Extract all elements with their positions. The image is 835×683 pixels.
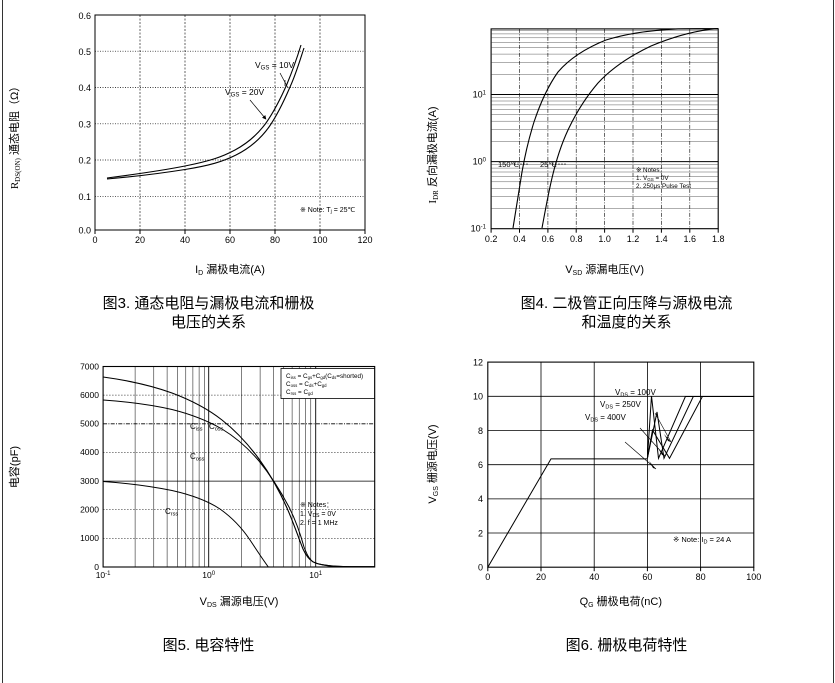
svg-text:8: 8 [478, 426, 483, 436]
svg-text:VGS = 20V: VGS = 20V [225, 87, 264, 99]
svg-text:1. VGS = 0V: 1. VGS = 0V [636, 175, 669, 182]
svg-text:101: 101 [309, 570, 322, 580]
svg-text:0: 0 [485, 572, 490, 582]
svg-text:60: 60 [642, 572, 652, 582]
svg-text:40: 40 [180, 235, 190, 245]
svg-text:VSD 源漏电压(V): VSD 源漏电压(V) [565, 262, 644, 277]
svg-text:RDS(ON) 通态电阻（Ω）: RDS(ON) 通态电阻（Ω） [8, 81, 22, 189]
svg-text:100: 100 [473, 157, 487, 167]
svg-text:1000: 1000 [80, 533, 99, 543]
svg-text:12: 12 [473, 357, 483, 367]
svg-text:※ Notes：: ※ Notes： [636, 167, 666, 174]
svg-text:6: 6 [478, 460, 483, 470]
svg-text:0: 0 [478, 563, 483, 573]
svg-text:120: 120 [357, 235, 372, 245]
svg-text:※ Notes：: ※ Notes： [300, 502, 333, 509]
svg-text:1.8: 1.8 [712, 234, 725, 244]
svg-text:VGS 栅源电压(V): VGS 栅源电压(V) [425, 424, 440, 503]
svg-text:VDS = 400V: VDS = 400V [585, 413, 626, 424]
svg-text:ID 漏极电流(A): ID 漏极电流(A) [195, 262, 265, 277]
svg-text:4000: 4000 [80, 447, 99, 457]
svg-text:0.8: 0.8 [570, 234, 583, 244]
svg-text:25℃: 25℃ [540, 160, 557, 169]
svg-text:101: 101 [473, 90, 487, 100]
svg-text:Crss: Crss [165, 507, 178, 518]
svg-text:1.2: 1.2 [627, 234, 640, 244]
svg-text:0.1: 0.1 [78, 192, 91, 202]
svg-text:0.6: 0.6 [78, 11, 91, 21]
svg-text:100: 100 [312, 235, 327, 245]
svg-text:1.0: 1.0 [598, 234, 611, 244]
svg-text:2: 2 [478, 528, 483, 538]
svg-text:VDS 漏源电压(V): VDS 漏源电压(V) [200, 594, 279, 609]
svg-text:VDS = 250V: VDS = 250V [600, 400, 641, 411]
svg-text:60: 60 [225, 235, 235, 245]
svg-text:Coss: Coss [209, 422, 224, 433]
svg-text:6000: 6000 [80, 390, 99, 400]
svg-text:0.0: 0.0 [78, 226, 91, 236]
svg-text:※ Note: ID = 24 A: ※ Note: ID = 24 A [673, 535, 731, 546]
svg-text:5000: 5000 [80, 419, 99, 429]
svg-text:80: 80 [696, 572, 706, 582]
svg-text:0.4: 0.4 [513, 234, 526, 244]
svg-text:40: 40 [589, 572, 599, 582]
svg-text:0: 0 [92, 235, 97, 245]
svg-text:4: 4 [478, 494, 483, 504]
svg-text:QG 栅极电荷(nC): QG 栅极电荷(nC) [580, 594, 662, 609]
svg-text:10: 10 [473, 392, 483, 402]
svg-text:0.5: 0.5 [78, 47, 91, 57]
svg-text:1.4: 1.4 [655, 234, 668, 244]
svg-text:电容(pF): 电容(pF) [7, 446, 21, 488]
svg-text:0.3: 0.3 [78, 120, 91, 130]
svg-text:0.2: 0.2 [485, 234, 498, 244]
svg-text:10-1: 10-1 [471, 224, 487, 234]
svg-text:0.4: 0.4 [78, 83, 91, 93]
svg-text:2. f = 1 MHz: 2. f = 1 MHz [300, 520, 338, 527]
svg-text:Ciss = Cgs+Cgd(Cds=shorted): Ciss = Cgs+Cgd(Cds=shorted) [286, 373, 363, 380]
svg-text:1. VDS = 0V: 1. VDS = 0V [300, 511, 336, 519]
svg-text:10-1: 10-1 [96, 570, 111, 580]
svg-text:VDS = 100V: VDS = 100V [615, 388, 656, 399]
svg-text:7000: 7000 [80, 362, 99, 372]
svg-text:20: 20 [536, 572, 546, 582]
svg-text:2. 250μs Pulse Test: 2. 250μs Pulse Test [636, 183, 691, 190]
svg-text:150℃: 150℃ [498, 160, 520, 169]
svg-text:3000: 3000 [80, 476, 99, 486]
svg-text:Crss = Cgd: Crss = Cgd [286, 389, 313, 396]
svg-text:0.2: 0.2 [78, 156, 91, 166]
svg-text:Coss = Cds+Cgd: Coss = Cds+Cgd [286, 381, 327, 388]
svg-text:100: 100 [746, 572, 761, 582]
svg-text:Coss: Coss [190, 452, 205, 463]
svg-text:20: 20 [135, 235, 145, 245]
svg-text:0.6: 0.6 [542, 234, 555, 244]
svg-text:VGS = 10V: VGS = 10V [255, 60, 294, 72]
svg-text:100: 100 [202, 570, 215, 580]
svg-text:※ Note: Tj = 25℃: ※ Note: Tj = 25℃ [300, 207, 356, 215]
svg-text:1.6: 1.6 [684, 234, 697, 244]
svg-text:IDR 反向漏极电流(A): IDR 反向漏极电流(A) [425, 106, 440, 203]
svg-text:2000: 2000 [80, 505, 99, 515]
svg-text:80: 80 [270, 235, 280, 245]
